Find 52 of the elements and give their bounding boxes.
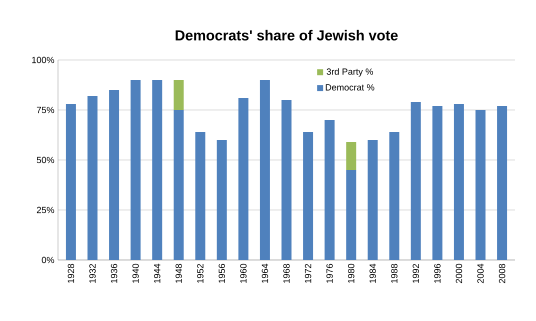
x-tick-label: 1984: [370, 264, 376, 283]
x-tick-label: 2004: [477, 264, 484, 284]
x-tick-label: 1944: [154, 264, 160, 283]
x-tick-label: 1952: [197, 264, 204, 283]
x-tick-label: 1992: [412, 264, 420, 283]
bar: [324, 120, 335, 260]
bar: [432, 106, 442, 260]
x-tick-label: 1968: [283, 264, 290, 283]
bar: [130, 80, 141, 260]
x-tick-label: 1932: [89, 264, 96, 283]
bar: [368, 140, 378, 260]
x-tick-label: 1940: [132, 264, 139, 283]
x-tick-label: 1980: [348, 264, 354, 283]
bar: [260, 80, 270, 260]
bar: [66, 104, 76, 260]
bar: [88, 96, 98, 260]
legend-label: Democrat %: [326, 84, 374, 91]
x-tick-label: 1936: [110, 264, 118, 283]
bar: [282, 100, 292, 260]
bar: [389, 132, 400, 260]
y-tick-label: 75%: [36, 106, 54, 114]
bar: [346, 142, 356, 170]
x-tick-label: 1972: [304, 264, 312, 283]
y-tick-label: 0%: [42, 256, 54, 264]
bar: [174, 110, 184, 260]
x-tick-label: 1948: [176, 264, 182, 283]
x-tick-label: 2008: [498, 264, 506, 284]
chart-title: Democrats' share of Jewish vote: [176, 30, 398, 40]
y-tick-label: 25%: [36, 206, 54, 214]
x-tick-label: 1956: [218, 264, 226, 283]
bar: [497, 106, 508, 260]
x-tick-label: 1928: [68, 264, 74, 283]
bar: [238, 98, 248, 260]
x-tick-label: 1960: [240, 264, 247, 283]
bar: [346, 170, 356, 260]
bar: [152, 80, 162, 260]
bar: [195, 132, 206, 260]
y-tick-label: 100%: [32, 56, 54, 64]
legend-label: 3rd Party %: [326, 68, 374, 77]
bar: [476, 110, 486, 260]
bar: [216, 140, 227, 260]
bar: [303, 132, 314, 260]
x-tick-label: 1976: [326, 264, 333, 283]
y-tick-label: 50%: [36, 156, 54, 164]
bar: [410, 102, 421, 260]
bar: [109, 90, 120, 260]
x-tick-label: 1964: [262, 264, 268, 283]
bar: [454, 104, 464, 260]
x-tick-label: 2000: [456, 264, 462, 284]
x-tick-label: 1996: [434, 264, 441, 283]
bar: [174, 80, 184, 110]
x-tick-label: 1988: [391, 264, 398, 283]
